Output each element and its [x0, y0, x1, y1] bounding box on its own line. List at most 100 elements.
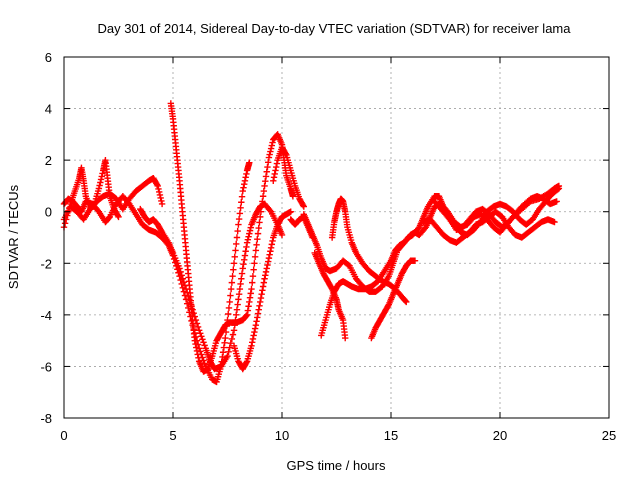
data-point	[251, 253, 259, 261]
data-point	[228, 335, 236, 343]
data-point	[193, 344, 200, 351]
data-point	[237, 204, 244, 212]
data-point	[244, 307, 252, 314]
data-point	[99, 170, 106, 177]
data-point	[262, 268, 270, 276]
data-point	[227, 292, 234, 299]
data-point	[186, 296, 193, 303]
data-point	[231, 321, 238, 329]
series-3	[60, 159, 253, 386]
data-point	[262, 173, 270, 180]
data-point	[241, 177, 249, 184]
data-point	[265, 254, 273, 262]
data-point	[243, 312, 250, 319]
data-point	[243, 359, 250, 366]
data-point	[278, 231, 286, 239]
data-point	[97, 176, 105, 183]
data-point	[257, 298, 264, 306]
data-point	[225, 310, 232, 318]
data-point	[246, 298, 253, 306]
data-point	[266, 151, 273, 158]
data-point	[227, 285, 235, 293]
data-point	[254, 230, 262, 237]
data-point	[265, 154, 273, 161]
data-point	[178, 272, 185, 279]
data-point	[227, 340, 234, 347]
data-point	[551, 218, 558, 226]
series-7	[270, 144, 307, 210]
data-point	[154, 182, 161, 190]
data-point	[235, 215, 243, 223]
data-point	[156, 191, 164, 199]
data-point	[264, 261, 271, 269]
data-point	[270, 177, 277, 184]
data-point	[194, 351, 201, 358]
data-point	[241, 256, 248, 264]
data-point	[114, 212, 121, 219]
data-point	[98, 173, 105, 180]
data-point	[155, 188, 163, 196]
data-point	[553, 198, 560, 205]
data-point	[96, 182, 103, 189]
data-point	[239, 187, 246, 195]
data-point	[264, 163, 271, 171]
data-point	[267, 145, 275, 152]
data-point	[234, 227, 241, 235]
data-point	[260, 279, 268, 286]
data-point	[176, 265, 183, 272]
data-point	[249, 335, 257, 343]
data-point	[195, 327, 203, 334]
data-point	[256, 219, 263, 226]
series-5	[137, 200, 286, 373]
data-point	[263, 265, 270, 272]
data-points	[60, 100, 563, 386]
data-point	[266, 207, 274, 214]
data-point	[250, 266, 257, 273]
data-point	[253, 241, 260, 249]
series-11	[328, 195, 410, 306]
x-tick-label: 20	[493, 428, 507, 443]
data-point	[195, 354, 202, 362]
data-point	[241, 181, 248, 188]
data-point	[261, 182, 268, 190]
data-point	[246, 227, 254, 234]
data-point	[235, 296, 242, 303]
data-point	[259, 193, 267, 200]
y-tick-label: -4	[40, 308, 52, 323]
data-point	[235, 221, 242, 228]
data-point	[264, 159, 272, 166]
data-point	[246, 159, 253, 166]
data-point	[270, 174, 278, 181]
data-point	[247, 290, 254, 297]
data-point	[185, 292, 192, 300]
data-point	[299, 202, 307, 209]
data-point	[243, 311, 251, 319]
series-13	[287, 213, 316, 241]
data-point	[257, 213, 264, 221]
data-point	[236, 210, 244, 217]
data-point	[182, 285, 190, 293]
data-point	[256, 302, 263, 310]
data-point	[254, 310, 262, 317]
data-point	[300, 203, 307, 210]
data-point	[190, 309, 197, 317]
data-point	[192, 340, 199, 348]
data-point	[262, 178, 269, 185]
data-point	[402, 297, 409, 305]
data-point	[183, 289, 191, 296]
data-point	[273, 160, 281, 167]
data-point	[253, 318, 260, 325]
plot-frame	[63, 56, 610, 419]
data-point	[242, 174, 249, 181]
series-4	[167, 100, 297, 375]
data-point	[197, 330, 204, 337]
data-point	[199, 336, 206, 343]
data-point	[249, 279, 256, 286]
data-point	[115, 213, 122, 221]
y-tick-label: -8	[40, 411, 52, 426]
data-point	[200, 357, 207, 364]
data-point	[248, 285, 255, 293]
data-point	[229, 331, 237, 338]
data-point	[229, 272, 236, 280]
y-axis-label: SDTVAR / TECUs	[6, 184, 21, 289]
